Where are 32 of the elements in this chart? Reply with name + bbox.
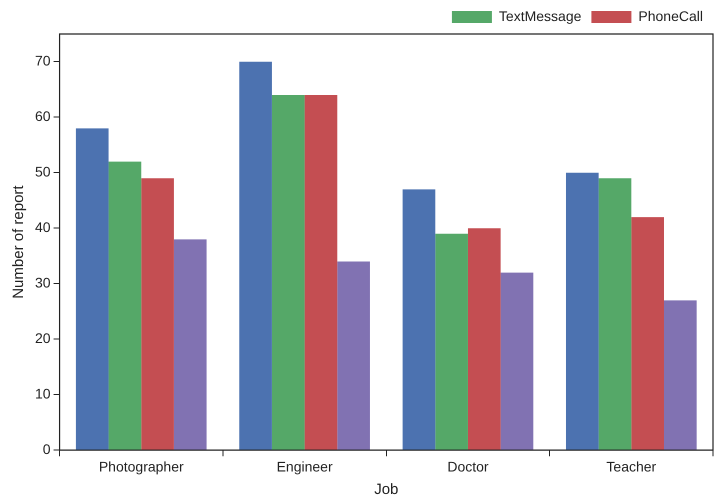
bar — [402, 189, 436, 450]
bar — [304, 95, 338, 450]
bar — [500, 272, 534, 450]
y-tick-label: 60 — [34, 108, 51, 124]
y-tick-label: 40 — [34, 219, 51, 236]
bar — [468, 228, 501, 450]
legend-label: TextMessage — [498, 8, 582, 24]
bar — [108, 162, 142, 450]
y-tick-label: 20 — [34, 330, 51, 346]
bar — [664, 300, 697, 450]
bar — [435, 234, 468, 450]
y-tick-label: 30 — [34, 274, 51, 291]
y-tick-label: 70 — [34, 52, 51, 69]
y-axis-title: Number of report — [10, 184, 28, 299]
bar — [631, 217, 664, 450]
bar — [337, 262, 370, 450]
y-tick-label: 10 — [34, 386, 51, 402]
bar — [566, 172, 599, 450]
x-tick-label: Teacher — [606, 458, 657, 474]
bar — [141, 178, 174, 450]
x-tick-label: Doctor — [447, 458, 489, 474]
bar — [174, 239, 207, 450]
bar — [272, 95, 305, 450]
x-axis-title: Job — [374, 481, 398, 498]
bar — [598, 178, 632, 450]
x-tick-label: Engineer — [276, 458, 333, 474]
x-tick-label: Photographer — [98, 458, 184, 474]
y-tick-label: 50 — [34, 164, 51, 180]
y-tick-label: 0 — [42, 441, 51, 458]
bar — [239, 62, 272, 450]
legend-label: PhoneCall — [638, 8, 704, 24]
bar — [76, 128, 109, 450]
